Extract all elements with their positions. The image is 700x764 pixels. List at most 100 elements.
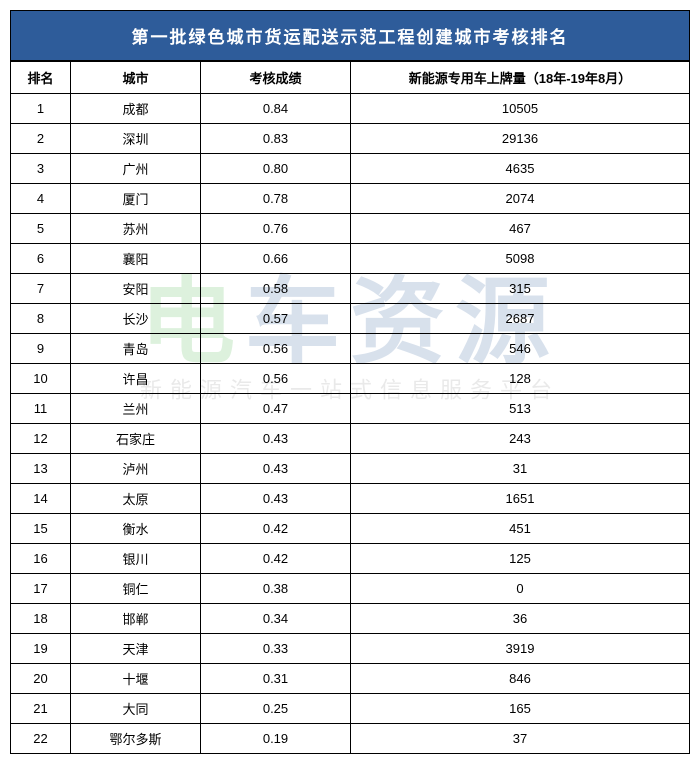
table-row: 20十堰0.31846 (11, 664, 690, 694)
cell-volume: 29136 (351, 124, 690, 154)
table-row: 11兰州0.47513 (11, 394, 690, 424)
cell-score: 0.76 (201, 214, 351, 244)
cell-score: 0.33 (201, 634, 351, 664)
cell-rank: 21 (11, 694, 71, 724)
cell-volume: 125 (351, 544, 690, 574)
cell-city: 苏州 (71, 214, 201, 244)
table-body: 1成都0.84105052深圳0.83291363广州0.8046354厦门0.… (11, 94, 690, 754)
cell-rank: 5 (11, 214, 71, 244)
table-header-row: 排名 城市 考核成绩 新能源专用车上牌量（18年-19年8月） (11, 62, 690, 94)
cell-city: 银川 (71, 544, 201, 574)
col-header-city: 城市 (71, 62, 201, 94)
cell-score: 0.66 (201, 244, 351, 274)
cell-rank: 3 (11, 154, 71, 184)
cell-score: 0.47 (201, 394, 351, 424)
cell-city: 深圳 (71, 124, 201, 154)
cell-volume: 10505 (351, 94, 690, 124)
cell-volume: 546 (351, 334, 690, 364)
table-row: 5苏州0.76467 (11, 214, 690, 244)
cell-rank: 10 (11, 364, 71, 394)
table-row: 15衡水0.42451 (11, 514, 690, 544)
cell-volume: 451 (351, 514, 690, 544)
cell-volume: 2074 (351, 184, 690, 214)
cell-score: 0.84 (201, 94, 351, 124)
cell-rank: 8 (11, 304, 71, 334)
table-row: 22鄂尔多斯0.1937 (11, 724, 690, 754)
cell-score: 0.43 (201, 424, 351, 454)
cell-score: 0.25 (201, 694, 351, 724)
cell-city: 厦门 (71, 184, 201, 214)
cell-score: 0.56 (201, 334, 351, 364)
cell-score: 0.42 (201, 514, 351, 544)
cell-city: 广州 (71, 154, 201, 184)
cell-score: 0.58 (201, 274, 351, 304)
cell-score: 0.43 (201, 484, 351, 514)
col-header-rank: 排名 (11, 62, 71, 94)
cell-score: 0.57 (201, 304, 351, 334)
cell-volume: 1651 (351, 484, 690, 514)
cell-rank: 14 (11, 484, 71, 514)
cell-rank: 18 (11, 604, 71, 634)
cell-rank: 7 (11, 274, 71, 304)
cell-rank: 22 (11, 724, 71, 754)
cell-city: 十堰 (71, 664, 201, 694)
cell-city: 石家庄 (71, 424, 201, 454)
cell-volume: 4635 (351, 154, 690, 184)
ranking-table: 排名 城市 考核成绩 新能源专用车上牌量（18年-19年8月） 1成都0.841… (10, 61, 690, 754)
cell-volume: 2687 (351, 304, 690, 334)
cell-rank: 13 (11, 454, 71, 484)
table-row: 6襄阳0.665098 (11, 244, 690, 274)
col-header-volume: 新能源专用车上牌量（18年-19年8月） (351, 62, 690, 94)
cell-rank: 9 (11, 334, 71, 364)
cell-city: 铜仁 (71, 574, 201, 604)
cell-rank: 2 (11, 124, 71, 154)
cell-city: 长沙 (71, 304, 201, 334)
cell-volume: 5098 (351, 244, 690, 274)
cell-rank: 1 (11, 94, 71, 124)
table-row: 16银川0.42125 (11, 544, 690, 574)
cell-volume: 165 (351, 694, 690, 724)
cell-city: 泸州 (71, 454, 201, 484)
cell-volume: 128 (351, 364, 690, 394)
page-title: 第一批绿色城市货运配送示范工程创建城市考核排名 (10, 10, 690, 61)
table-row: 1成都0.8410505 (11, 94, 690, 124)
table-row: 19天津0.333919 (11, 634, 690, 664)
cell-score: 0.42 (201, 544, 351, 574)
cell-score: 0.43 (201, 454, 351, 484)
cell-city: 衡水 (71, 514, 201, 544)
cell-rank: 15 (11, 514, 71, 544)
cell-volume: 315 (351, 274, 690, 304)
cell-score: 0.19 (201, 724, 351, 754)
cell-city: 兰州 (71, 394, 201, 424)
cell-volume: 846 (351, 664, 690, 694)
table-row: 13泸州0.4331 (11, 454, 690, 484)
cell-volume: 31 (351, 454, 690, 484)
table-row: 2深圳0.8329136 (11, 124, 690, 154)
cell-rank: 12 (11, 424, 71, 454)
cell-score: 0.34 (201, 604, 351, 634)
cell-volume: 513 (351, 394, 690, 424)
cell-city: 成都 (71, 94, 201, 124)
table-container: 第一批绿色城市货运配送示范工程创建城市考核排名 排名 城市 考核成绩 新能源专用… (0, 0, 700, 764)
cell-score: 0.78 (201, 184, 351, 214)
table-row: 17铜仁0.380 (11, 574, 690, 604)
cell-city: 鄂尔多斯 (71, 724, 201, 754)
cell-city: 邯郸 (71, 604, 201, 634)
table-row: 8长沙0.572687 (11, 304, 690, 334)
cell-city: 襄阳 (71, 244, 201, 274)
cell-rank: 6 (11, 244, 71, 274)
cell-rank: 20 (11, 664, 71, 694)
cell-city: 许昌 (71, 364, 201, 394)
cell-score: 0.31 (201, 664, 351, 694)
cell-rank: 4 (11, 184, 71, 214)
table-row: 4厦门0.782074 (11, 184, 690, 214)
col-header-score: 考核成绩 (201, 62, 351, 94)
cell-volume: 37 (351, 724, 690, 754)
table-row: 18邯郸0.3436 (11, 604, 690, 634)
table-row: 7安阳0.58315 (11, 274, 690, 304)
cell-city: 大同 (71, 694, 201, 724)
cell-volume: 243 (351, 424, 690, 454)
cell-rank: 17 (11, 574, 71, 604)
cell-rank: 16 (11, 544, 71, 574)
cell-volume: 467 (351, 214, 690, 244)
